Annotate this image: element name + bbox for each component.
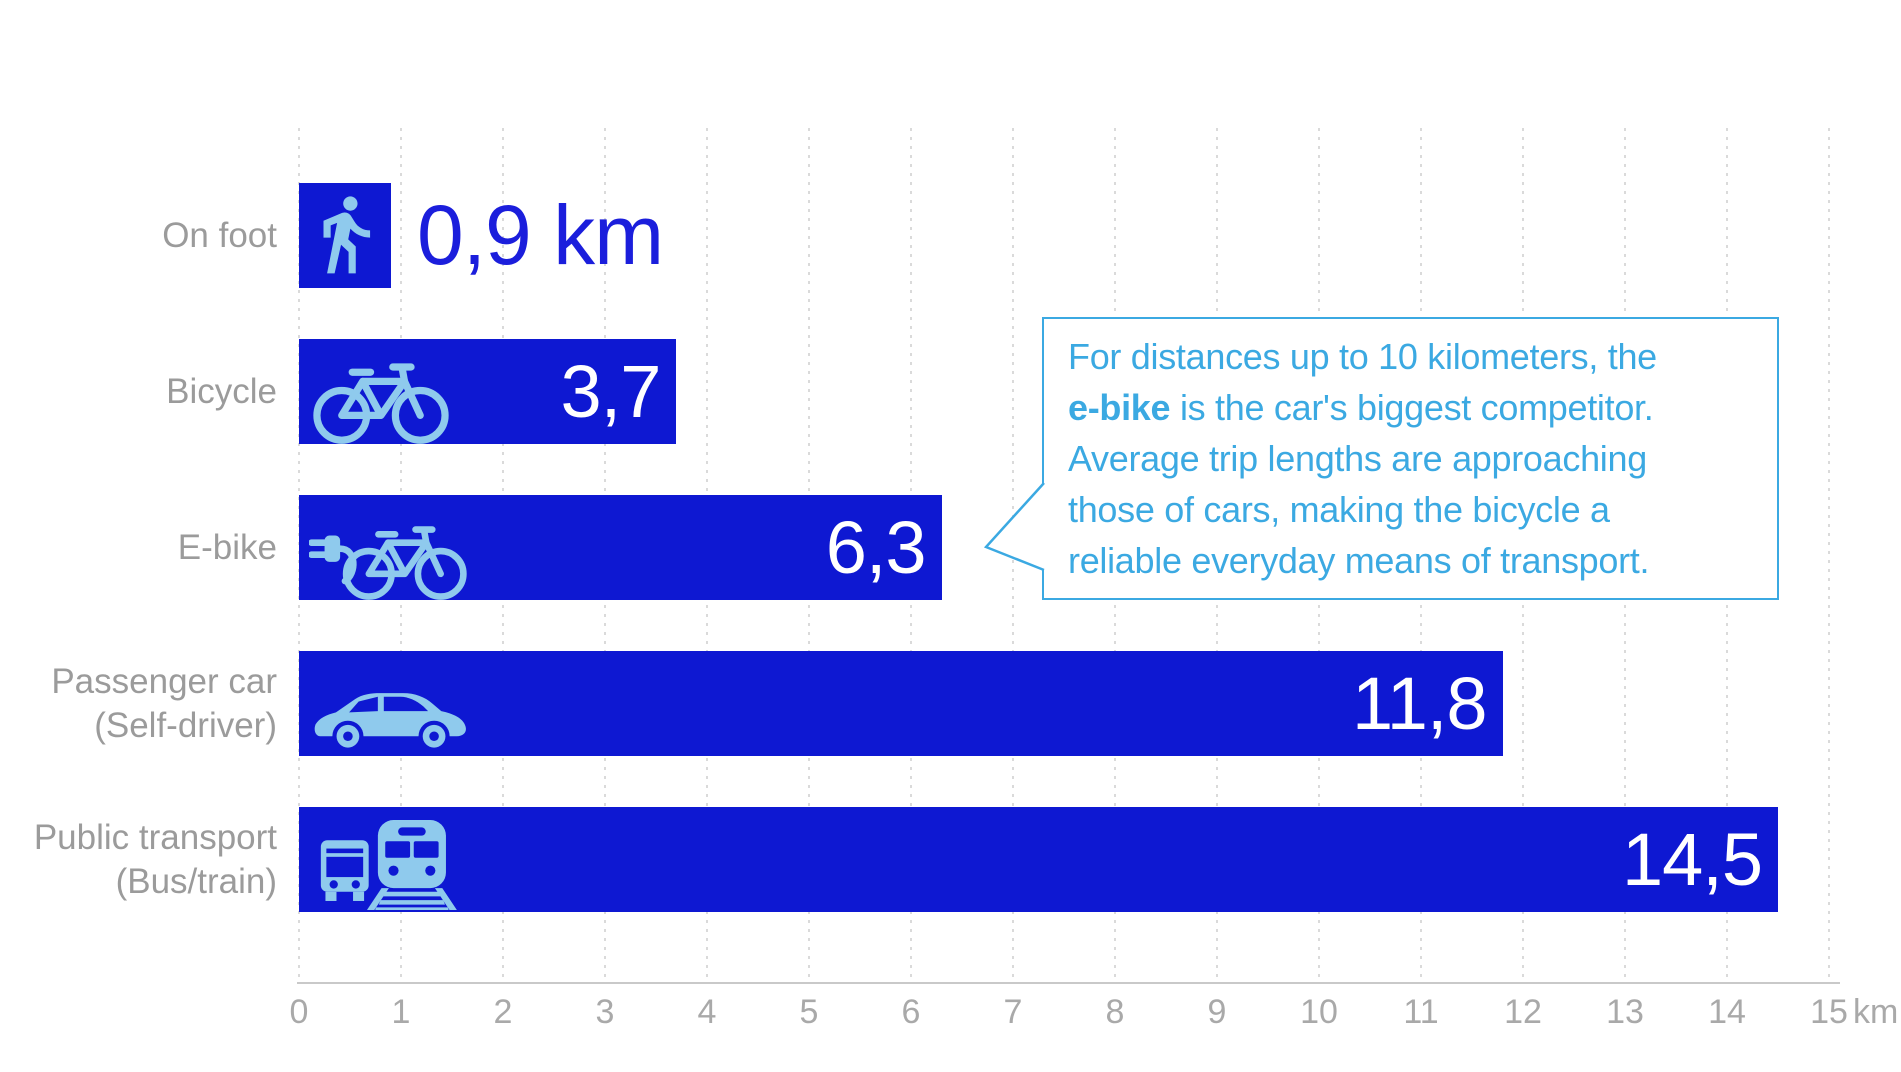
- category-label-line: On foot: [162, 215, 277, 255]
- row-passenger-car: Passenger car (Self-driver) 11,8: [0, 651, 1901, 756]
- x-tick-label: 15: [1810, 993, 1848, 1031]
- category-label-line: Public transport: [33, 817, 277, 857]
- bus-train-icon: [320, 819, 457, 910]
- bar-on-foot: [299, 183, 391, 288]
- value-label-e-bike: 6,3: [825, 506, 927, 589]
- category-label: Public transport (Bus/train): [0, 807, 277, 912]
- x-tick-label: 12: [1504, 993, 1542, 1031]
- row-bicycle: Bicycle 3,7: [0, 339, 1901, 444]
- category-label-line: E-bike: [177, 527, 277, 567]
- x-axis-line: [297, 982, 1840, 984]
- x-tick-label: 1: [391, 993, 411, 1031]
- x-tick-label: 6: [901, 993, 921, 1031]
- pedestrian-icon: [323, 196, 371, 274]
- value-label-public-transport: 14,5: [1621, 818, 1763, 901]
- row-on-foot: On foot 0,9 km: [0, 183, 1901, 288]
- x-tick-label: 2: [493, 993, 513, 1031]
- bicycle-icon: [313, 363, 449, 444]
- e-bike-icon: [309, 526, 467, 600]
- x-axis-unit: km: [1853, 993, 1899, 1031]
- bar-passenger-car: 11,8: [299, 651, 1503, 756]
- value-label-on-foot: 0,9 km: [417, 188, 664, 282]
- x-tick-label: 14: [1708, 993, 1746, 1031]
- x-tick-label: 0: [289, 993, 309, 1031]
- car-icon: [314, 693, 466, 752]
- row-public-transport: Public transport (Bus/train): [0, 807, 1901, 912]
- callout-box: For distances up to 10 kilometers, the e-…: [1042, 317, 1779, 600]
- bar-bicycle: 3,7: [299, 339, 677, 444]
- gridline: [1828, 128, 1830, 983]
- x-tick-label: 3: [595, 993, 615, 1031]
- value-label-passenger-car: 11,8: [1352, 662, 1488, 745]
- category-label-line: Bicycle: [166, 371, 277, 411]
- callout-line: e-bike is the car's biggest competitor.: [1068, 387, 1654, 428]
- x-tick-label: 7: [1003, 993, 1023, 1031]
- bar-public-transport: 14,5: [299, 807, 1778, 912]
- x-tick-label: 5: [799, 993, 819, 1031]
- value-label-bicycle: 3,7: [560, 350, 662, 433]
- category-label: Bicycle: [0, 339, 277, 444]
- row-e-bike: E-bike 6,3: [0, 495, 1901, 600]
- category-label-line: (Self-driver): [94, 705, 277, 745]
- category-label-line: Passenger car: [51, 661, 277, 701]
- callout-line: For distances up to 10 kilometers, the: [1068, 336, 1657, 377]
- x-tick-label: 11: [1403, 993, 1439, 1031]
- callout-arrow: [984, 482, 1045, 572]
- callout-bold-word: e-bike: [1068, 387, 1171, 428]
- callout-line: Average trip lengths are approaching: [1068, 438, 1647, 479]
- category-label: Passenger car (Self-driver): [0, 651, 277, 756]
- bar-e-bike: 6,3: [299, 495, 942, 600]
- x-tick-label: 9: [1207, 993, 1227, 1031]
- x-tick-label: 10: [1300, 993, 1338, 1031]
- x-tick-label: 8: [1105, 993, 1125, 1031]
- category-label: On foot: [0, 183, 277, 288]
- category-label-line: (Bus/train): [115, 861, 277, 901]
- callout-line: reliable everyday means of transport.: [1068, 540, 1650, 581]
- x-tick-label: 4: [697, 993, 717, 1031]
- callout-line: those of cars, making the bicycle a: [1068, 489, 1610, 530]
- x-tick-label: 13: [1606, 993, 1644, 1031]
- category-label: E-bike: [0, 495, 277, 600]
